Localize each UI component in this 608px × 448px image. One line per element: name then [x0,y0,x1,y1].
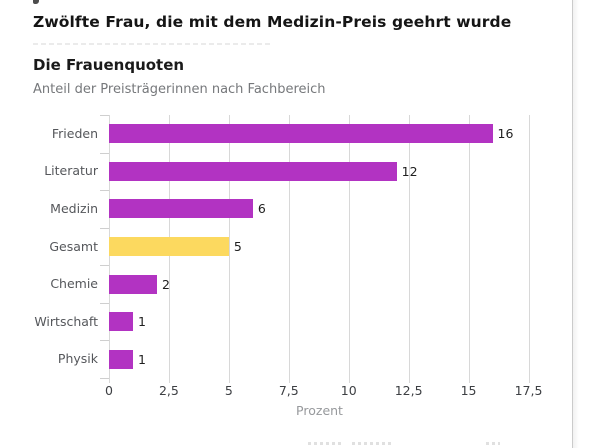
bar-value-label: 1 [137,314,146,330]
category-label: Gesamt [49,238,98,254]
content-column-border [572,0,573,448]
bar-value-label: 6 [257,201,266,217]
bar-value-label: 5 [233,239,242,254]
gridline [228,115,230,383]
gridline [528,115,530,383]
chart-bar-physik [109,349,133,369]
chart-bar-wirtschaft [109,312,133,332]
chart-bar-gesamt [109,237,229,256]
x-tick-label: 0 [105,383,113,398]
bar-value-label: 16 [497,126,514,142]
chart-category-axis: Frieden Literatur Medizin Gesamt Chemie Wirts… [0,115,99,378]
chart-plot-area: 16 12 6 5 2 1 1 [100,115,570,383]
category-label: Frieden [51,125,98,141]
clipped-text-fragment-top [33,0,39,4]
gridline [468,115,470,383]
category-label: Medizin [50,200,98,216]
chart-bar-medizin [109,199,253,219]
bar-value-label: 2 [161,276,170,292]
x-tick-label: 12,5 [394,383,423,398]
article-heading: Zwölfte Frau, die mit dem Medizin-Preis … [33,13,512,31]
bar-value-label: 1 [137,351,146,367]
gridline [348,115,350,383]
category-label: Wirtschaft [34,313,98,329]
y-axis-tick [100,303,109,304]
y-axis-tick [100,265,109,266]
clipped-text-fragment-bottom [352,442,394,445]
x-tick-label: 2,5 [158,383,179,398]
clipped-text-fragment-bottom [308,442,342,445]
chart-title: Die Frauenquoten [33,56,185,74]
chart-bar-literatur [109,161,397,181]
x-tick-label: 17,5 [514,383,543,398]
faded-text-line [33,43,271,45]
bar-value-label: 12 [401,163,418,179]
x-tick-label: 15 [460,383,477,398]
clipped-text-fragment-bottom [486,442,500,445]
category-label: Literatur [44,163,98,179]
gridline [288,115,290,383]
content-column-border-shade [573,0,579,448]
category-label: Chemie [50,276,98,292]
x-tick-label: 10 [340,383,357,398]
x-axis-title: Prozent [296,403,343,418]
y-axis-tick [100,190,109,191]
y-axis-tick [100,153,109,154]
chart-bar-chemie [109,274,157,294]
gridline [408,115,410,383]
y-axis-tick [100,115,109,116]
category-label: Physik [57,351,98,367]
y-axis-tick [100,228,109,229]
x-tick-label: 7,5 [278,383,299,398]
x-tick-label: 5 [224,383,233,398]
y-axis-tick [100,378,109,379]
y-axis-tick [100,340,109,341]
chart-bar-frieden [109,124,493,144]
chart-subtitle: Anteil der Preisträgerinnen nach Fachber… [33,82,326,97]
